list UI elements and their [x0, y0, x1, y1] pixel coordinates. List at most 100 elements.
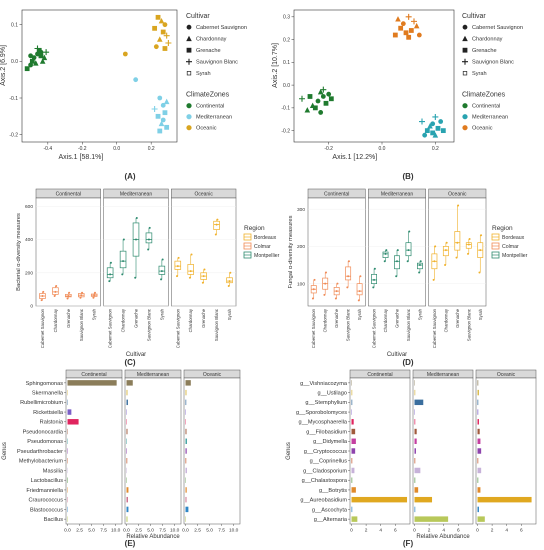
legend-label: Mediterranean — [472, 115, 508, 121]
data-point — [160, 29, 166, 35]
legend-key — [186, 47, 192, 53]
legend-key — [186, 35, 192, 42]
legend-title: Cultivar — [462, 13, 486, 20]
box-point — [335, 290, 338, 293]
bar — [414, 516, 449, 522]
data-point — [160, 117, 166, 123]
plot-frame — [293, 9, 455, 143]
x-tick-label: Sauvignon Blanc — [406, 308, 411, 341]
y-axis-label: Axis.2 [6.9%] — [0, 45, 7, 86]
data-point — [312, 105, 318, 111]
y-tick-label: 400 — [25, 237, 33, 243]
data-point — [432, 132, 439, 138]
bar — [126, 487, 129, 493]
plot-frame — [21, 9, 178, 143]
x-tick-label: 0.0 — [64, 528, 71, 534]
y-tick-label: g__Mycosphaerella — [298, 420, 347, 426]
x-tick-label: 0.2 — [148, 146, 155, 152]
bar — [351, 496, 408, 503]
box-point — [40, 299, 43, 302]
x-tick-label: 2.5 — [135, 528, 142, 534]
x-tick-label: 5.0 — [88, 528, 95, 534]
legend-key — [462, 35, 468, 42]
data-point — [122, 51, 128, 57]
y-tick-label: -0.1 — [281, 106, 290, 112]
box-point — [42, 290, 45, 293]
x-tick-label: 0.0 — [123, 528, 130, 534]
x-tick-label: 0.0 — [182, 528, 189, 534]
x-tick-label: Syrah — [478, 308, 483, 320]
bar — [351, 467, 355, 474]
bar — [185, 467, 187, 474]
legend-label: Colmar — [502, 244, 519, 250]
box-point — [334, 297, 337, 300]
bar — [185, 438, 187, 444]
legend-key — [462, 125, 468, 131]
y-tick-label: Skermanella — [32, 391, 64, 397]
data-point — [395, 16, 401, 22]
box-point — [55, 285, 58, 288]
bar — [185, 448, 187, 454]
data-point — [152, 25, 158, 31]
legend-label: Bordeaux — [502, 235, 525, 241]
box-point — [312, 288, 315, 291]
legend-title: ClimateZones — [462, 92, 506, 99]
box-point — [396, 249, 399, 252]
x-tick-label: 7.5 — [218, 528, 225, 534]
y-tick-label: -0.2 — [9, 132, 18, 138]
y-tick-label: g__Stemphylium — [305, 400, 347, 406]
y-tick-label: Blastococcus — [30, 507, 63, 513]
bar — [477, 487, 481, 493]
data-point — [32, 60, 39, 66]
x-axis-label: Relative Abundance — [126, 534, 180, 540]
y-tick-label: Pseudonocardia — [23, 429, 64, 435]
box-point — [433, 260, 436, 263]
box-point — [122, 260, 125, 263]
y-tick-label: Rubellimicrobium — [20, 400, 63, 406]
box — [345, 266, 352, 281]
bar — [126, 506, 129, 513]
bar — [477, 409, 479, 415]
legend-label: Colmar — [254, 244, 271, 250]
y-tick-label: Methylobacterium — [19, 459, 63, 465]
box-point — [227, 285, 230, 288]
bar — [477, 467, 482, 474]
data-point — [403, 30, 409, 36]
box-point — [214, 233, 217, 236]
data-point — [413, 22, 420, 29]
box-point — [201, 281, 204, 284]
box-point — [325, 271, 327, 274]
data-point — [29, 58, 35, 64]
x-tick-label: 6 — [520, 528, 523, 534]
data-point — [430, 130, 436, 136]
legend-label: Chardonnay — [196, 37, 227, 43]
facet-frame — [124, 377, 182, 525]
y-tick-label: Massilia — [43, 468, 64, 474]
x-tick-label: 6 — [394, 528, 397, 534]
box-point — [161, 258, 164, 261]
box-point — [373, 267, 376, 270]
x-tick-label: Cabernet Sauvignon — [372, 308, 377, 348]
data-point — [416, 32, 422, 38]
x-tick-label: 4 — [379, 528, 382, 534]
box-point — [216, 218, 219, 221]
x-tick-label: 0 — [476, 528, 479, 534]
bar — [351, 448, 356, 454]
bar — [185, 458, 187, 464]
box-point — [419, 260, 422, 263]
bar — [477, 428, 480, 435]
data-point — [158, 120, 165, 127]
box-point — [444, 264, 447, 267]
x-tick-label: -0.2 — [78, 146, 87, 152]
y-tick-label: Friedmanniella — [26, 488, 64, 494]
data-point — [400, 21, 406, 27]
legend-key — [462, 47, 468, 53]
data-point — [398, 25, 404, 31]
x-tick-label: Grenache — [334, 308, 339, 327]
box-point — [408, 230, 411, 233]
box-point — [346, 286, 349, 289]
bar — [414, 477, 416, 483]
data-point — [405, 13, 412, 20]
x-tick-label: 0.2 — [432, 146, 439, 152]
x-tick-label: Grenache — [455, 308, 460, 327]
